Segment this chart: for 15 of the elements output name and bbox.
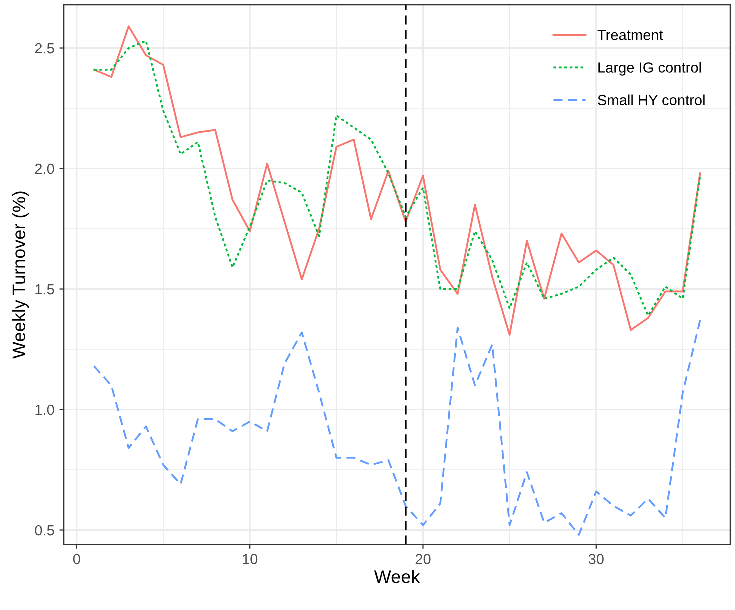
line-series	[93, 320, 702, 536]
x-tick-label: 10	[243, 554, 258, 564]
x-tick-label: 30	[588, 554, 604, 564]
legend-label: Treatment	[598, 30, 664, 40]
x-tick-label: 20	[416, 554, 431, 564]
y-tick-label: 2.0	[35, 164, 54, 174]
y-tick-label: 1.5	[36, 284, 54, 295]
y-tick-label: 1.0	[36, 404, 54, 416]
y-axis-title: Weekly Turnover (%)	[12, 192, 30, 359]
x-tick-label: 0	[73, 554, 80, 564]
x-axis-title: Week	[374, 570, 420, 584]
y-tick-label: 2.5	[35, 43, 54, 54]
legend-label: Small HY control	[598, 94, 705, 106]
legend-label: Large IG control	[598, 62, 702, 76]
y-tick-label: 0.5	[35, 525, 54, 536]
